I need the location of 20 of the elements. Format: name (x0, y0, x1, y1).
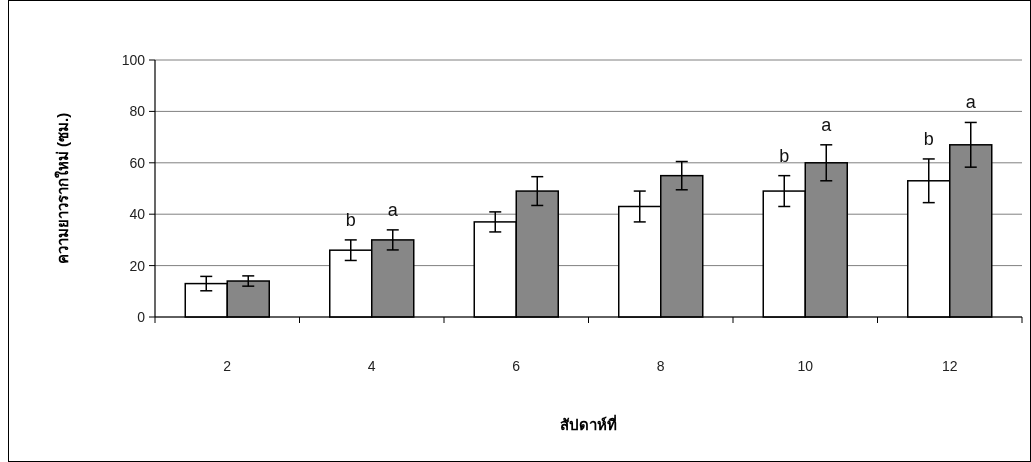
annotation: a (387, 199, 399, 220)
annotation: a (821, 114, 833, 135)
x-tick-label: 2 (223, 358, 232, 374)
x-axis-title: สัปดาห์ที่ (560, 414, 617, 433)
y-tick-label: 60 (129, 154, 146, 171)
y-tick-label: 100 (121, 52, 146, 68)
annotation: b (345, 209, 356, 230)
annotation: a (965, 92, 977, 113)
x-tick-label: 8 (656, 358, 665, 374)
y-tick-label: 40 (129, 206, 146, 223)
x-tick-label: 6 (512, 358, 521, 374)
y-axis-title: ความยาวรากใหม่ (ซม.) (54, 112, 71, 265)
x-tick-label: 10 (797, 358, 814, 374)
y-tick-label: 80 (129, 103, 146, 120)
y-tick-label: 20 (129, 257, 146, 274)
x-tick-label: 12 (941, 358, 958, 374)
y-tick-label: 0 (137, 309, 146, 325)
annotation: b (779, 145, 790, 166)
x-tick-label: 4 (367, 358, 376, 374)
annotation: b (923, 128, 934, 149)
